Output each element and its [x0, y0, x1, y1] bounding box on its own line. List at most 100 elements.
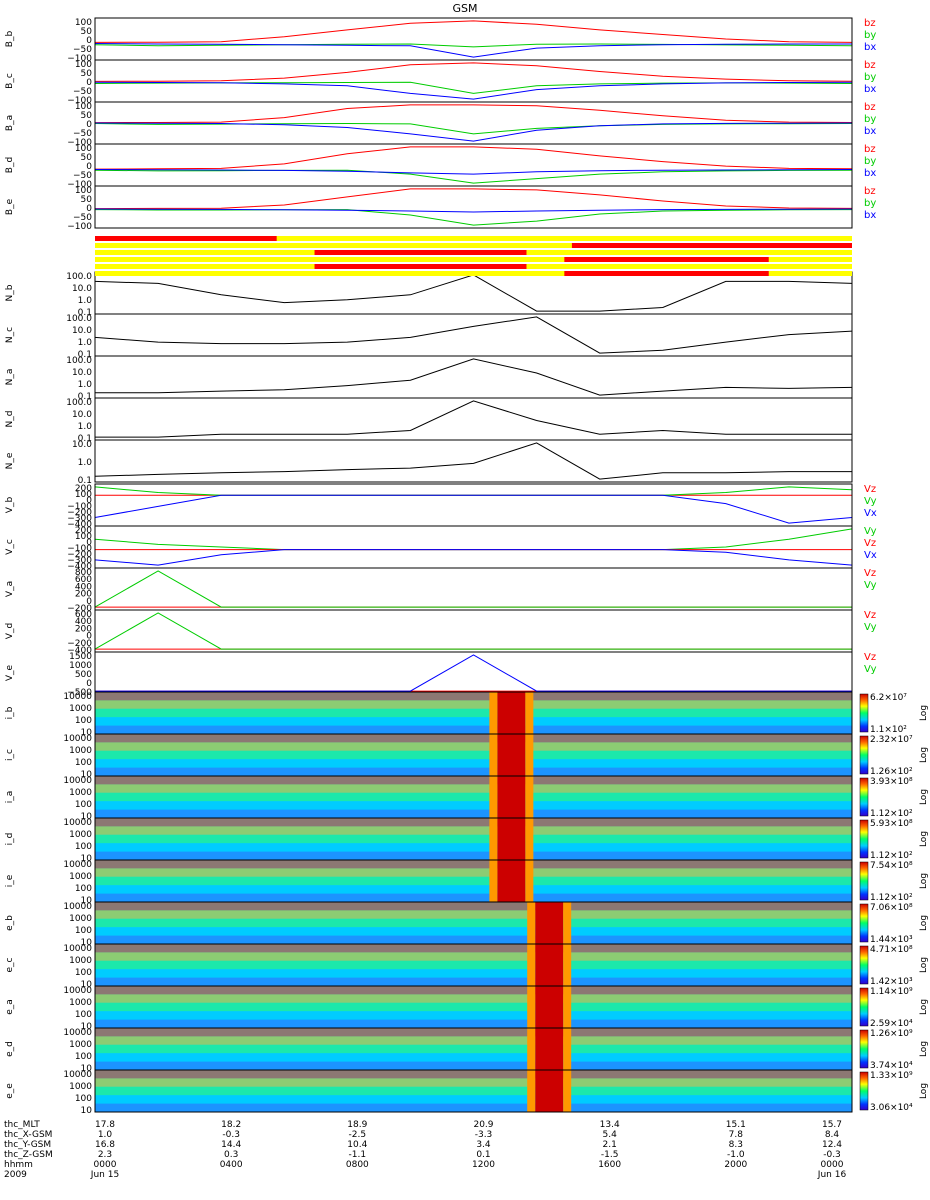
ytick-B_d-1: 50	[81, 153, 93, 163]
axis-value-4-3: -1.5	[601, 1150, 619, 1160]
colorbar-e_c	[859, 945, 869, 985]
spectrogram-band-e_e-4	[95, 1103, 852, 1112]
ytick-B_e-2: 0	[86, 204, 92, 214]
ytick-B_d-3: −50	[73, 171, 92, 181]
ytick-i_c-3: 10	[81, 770, 93, 780]
ytick-i_b-1: 1000	[69, 704, 92, 714]
ytick-B_b-4: −100	[67, 54, 92, 64]
spectrogram-peak-e_e	[535, 1070, 564, 1112]
spectrogram-band-i_d-4	[95, 851, 852, 860]
ylabel-B_d: B_d	[5, 157, 15, 173]
ytick-B_a-4: −100	[67, 138, 92, 148]
spectrogram-band-e_d-3	[95, 1053, 852, 1062]
spectrogram-band-e_d-2	[95, 1044, 852, 1054]
ytick-e_e-2: 100	[75, 1094, 92, 1104]
spectrogram-band-e_e-0	[95, 1070, 852, 1079]
colorbar-min-e_d: 3.74×10⁴	[870, 1061, 913, 1071]
spectrogram-peak-edge-l-i_c	[489, 734, 498, 776]
series-line-B_d-bz	[94, 146, 853, 170]
legend-B_a-by: by	[864, 114, 876, 125]
axis-value-1-4: 0400	[220, 1160, 243, 1170]
ytick-V_d-4: −200	[67, 639, 92, 649]
ytick-i_a-1: 1000	[69, 788, 92, 798]
legend-V_d-Vy: Vy	[864, 622, 877, 633]
series-line-B_e-bx	[94, 208, 853, 213]
flag-on-1	[571, 243, 852, 248]
colorbar-i_b	[859, 693, 869, 733]
series-line-B_a-bz	[94, 104, 853, 124]
panel-i_a: i_a 10000 1000 100 10 3.93×10⁸ 1.12×10² Log	[5, 775, 929, 822]
ytick-B_a-3: −50	[73, 129, 92, 139]
ytick-V_e-3: 0	[86, 679, 92, 689]
colorbar-min-i_b: 1.1×10²	[870, 725, 907, 735]
ytick-V_d-1: 400	[75, 617, 92, 627]
series-line-V_b-Vy	[94, 486, 853, 496]
ytick-V_a-4: 0	[86, 597, 92, 607]
spectrogram-band-i_e-1	[95, 868, 852, 877]
ytick-N_c-0: 100.0	[66, 314, 92, 324]
ytick-V_d-2: 200	[75, 624, 92, 634]
axis-value-6-4: 0000	[821, 1160, 844, 1170]
colorbar-max-i_c: 2.32×10⁷	[870, 735, 913, 745]
ytick-i_d-3: 10	[81, 854, 93, 864]
spectrogram-band-i_b-3	[95, 717, 852, 726]
legend-V_b-Vy: Vy	[864, 496, 877, 507]
frame-B_b	[94, 17, 853, 61]
spectrogram-band-i_a-1	[95, 784, 852, 793]
axis-value-1-0: 18.2	[221, 1120, 241, 1130]
ytick-V_d-5: −400	[67, 646, 92, 656]
colorbar-label-i_e: Log	[919, 873, 929, 889]
ylabel-N_e: N_e	[5, 452, 15, 469]
axis-value-2-3: -1.1	[349, 1150, 367, 1160]
axis-value-1-3: 0.3	[224, 1150, 238, 1160]
ytick-B_d-0: 100	[75, 144, 92, 154]
ytick-N_c-2: 1.0	[78, 338, 93, 348]
legend-B_e-bx: bx	[864, 210, 876, 221]
colorbar-i_c	[859, 735, 869, 775]
ylabel-i_d: i_d	[5, 833, 15, 846]
ytick-e_b-2: 100	[75, 926, 92, 936]
axis-value-4-0: 13.4	[600, 1120, 620, 1130]
panel-N_c: N_c 100.0 10.0 1.0 0.1	[5, 313, 853, 360]
ytick-e_c-2: 100	[75, 968, 92, 978]
colorbar-max-i_a: 3.93×10⁸	[870, 777, 913, 787]
spectrogram-band-i_a-2	[95, 792, 852, 802]
spectrogram-band-i_c-4	[95, 767, 852, 776]
ytick-V_a-2: 400	[75, 582, 92, 592]
colorbar-label-e_b: Log	[919, 915, 929, 931]
legend-B_e-by: by	[864, 198, 876, 209]
ytick-e_d-2: 100	[75, 1052, 92, 1062]
ytick-e_e-1: 1000	[69, 1082, 92, 1092]
ylabel-i_b: i_b	[5, 706, 15, 719]
panel-N_e: N_e 10.0 1.0 0.1	[5, 439, 853, 486]
spectrogram-band-e_a-0	[95, 986, 852, 995]
panel-e_e: e_e 10000 1000 100 10 1.33×10⁹ 3.06×10⁴ Log	[5, 1069, 929, 1116]
ytick-V_c-4: −200	[67, 550, 92, 560]
axis-value-0-3: 2.3	[98, 1150, 112, 1160]
spectrogram-peak-edge-r-e_c	[563, 944, 572, 986]
ylabel-e_d: e_d	[5, 1041, 15, 1057]
colorbar-max-i_b: 6.2×10⁷	[870, 693, 907, 703]
ytick-N_a-0: 100.0	[66, 356, 92, 366]
ytick-B_a-2: 0	[86, 120, 92, 130]
colorbar-i_e	[859, 861, 869, 901]
colorbar-max-e_a: 1.14×10⁹	[870, 987, 913, 997]
ytick-V_b-2: 0	[86, 496, 92, 506]
colorbar-max-i_d: 5.93×10⁸	[870, 819, 913, 829]
series-line-N_c-N_c	[94, 316, 853, 354]
series-line-B_a-bx	[94, 122, 853, 142]
spectrogram-peak-edge-l-e_a	[527, 986, 536, 1028]
ylabel-V_b: V_b	[5, 497, 15, 514]
spectrogram-band-i_e-4	[95, 893, 852, 902]
axis-value-2-0: 18.9	[347, 1120, 367, 1130]
colorbar-label-i_d: Log	[919, 831, 929, 847]
colorbar-e_b	[859, 903, 869, 943]
ytick-i_e-3: 10	[81, 896, 93, 906]
spectrogram-band-e_c-2	[95, 960, 852, 970]
ytick-i_d-1: 1000	[69, 830, 92, 840]
axis-value-4-2: 2.1	[603, 1140, 617, 1150]
series-line-B_c-by	[94, 81, 853, 94]
spectrogram-band-i_a-3	[95, 801, 852, 810]
